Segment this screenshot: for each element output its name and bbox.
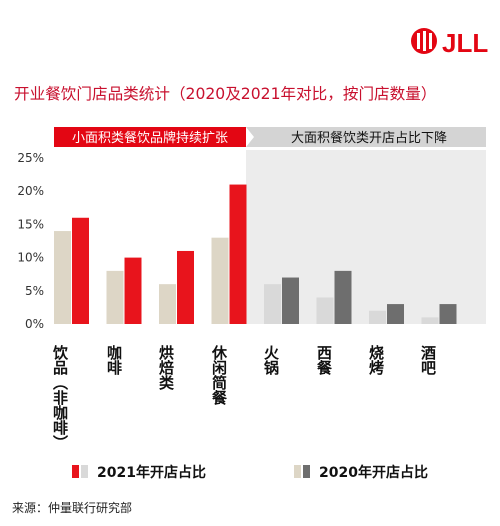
bar-2020 [264,284,281,324]
bar-2021 [124,257,142,324]
legend-swatch-2021-small [72,465,79,478]
y-axis: 0% 5% 10% 15% 20% 25% [17,151,44,331]
bar-2021 [387,304,404,324]
bar-2020 [421,317,439,324]
bar-2020 [54,231,71,324]
bar-2021 [177,250,194,324]
bars [54,184,457,324]
group-bands: 小面积类餐饮品牌持续扩张 大面积餐饮类开店占比下降 [54,127,486,147]
bar-2021 [229,184,247,324]
bar-2021 [282,277,299,324]
y-tick-label: 5% [25,284,44,298]
bar-2020 [106,270,124,324]
bar-2020 [369,310,386,324]
legend-label-2020: 2020年开店占比 [319,464,428,481]
bar-2020 [316,297,334,324]
group-band-small [54,127,246,147]
brand-name: JLL [442,28,488,58]
x-category-label: 咖啡 [105,344,123,376]
y-tick-label: 10% [17,251,44,265]
jll-logo: JLL [411,28,488,58]
y-tick-label: 0% [25,317,44,331]
x-category-label: 火锅 [262,345,280,376]
group-label-small: 小面积类餐饮品牌持续扩张 [72,130,228,146]
x-category-label: 西餐 [315,345,333,376]
group-band-divider [246,127,254,147]
y-tick-label: 25% [17,151,44,165]
y-tick-label: 20% [17,184,44,198]
x-category-label: 烘焙类 [157,345,175,391]
x-category-label: 酒吧 [419,345,437,375]
legend-swatch-2021-large [81,465,88,478]
legend-label-2021: 2021年开店占比 [97,464,206,481]
source-note: 来源：仲量联行研究部 [12,500,132,515]
bar-2021 [72,217,89,324]
group-label-large: 大面积餐饮类开店占比下降 [291,130,447,146]
x-category-label: 烧烤 [367,344,385,376]
chart-title: 开业餐饮门店品类统计（2020及2021年对比，按门店数量） [14,85,436,103]
bar-2020 [211,237,229,324]
bar-2021 [439,304,457,324]
x-axis: 饮品（非咖啡） 咖啡 烘焙类 休闲简餐 火锅 西餐 烧烤 酒吧 [51,344,437,450]
legend-swatch-2020-small [294,465,301,478]
x-category-label: 休闲简餐 [210,344,228,406]
legend-swatch-2020-large [303,465,310,478]
group-band-large [246,127,486,147]
y-tick-label: 15% [17,217,44,231]
legend: 2021年开店占比 2020年开店占比 [72,464,428,481]
bar-2020 [159,284,176,324]
bar-2021 [334,270,352,324]
x-category-label: 饮品（非咖啡） [51,344,69,450]
